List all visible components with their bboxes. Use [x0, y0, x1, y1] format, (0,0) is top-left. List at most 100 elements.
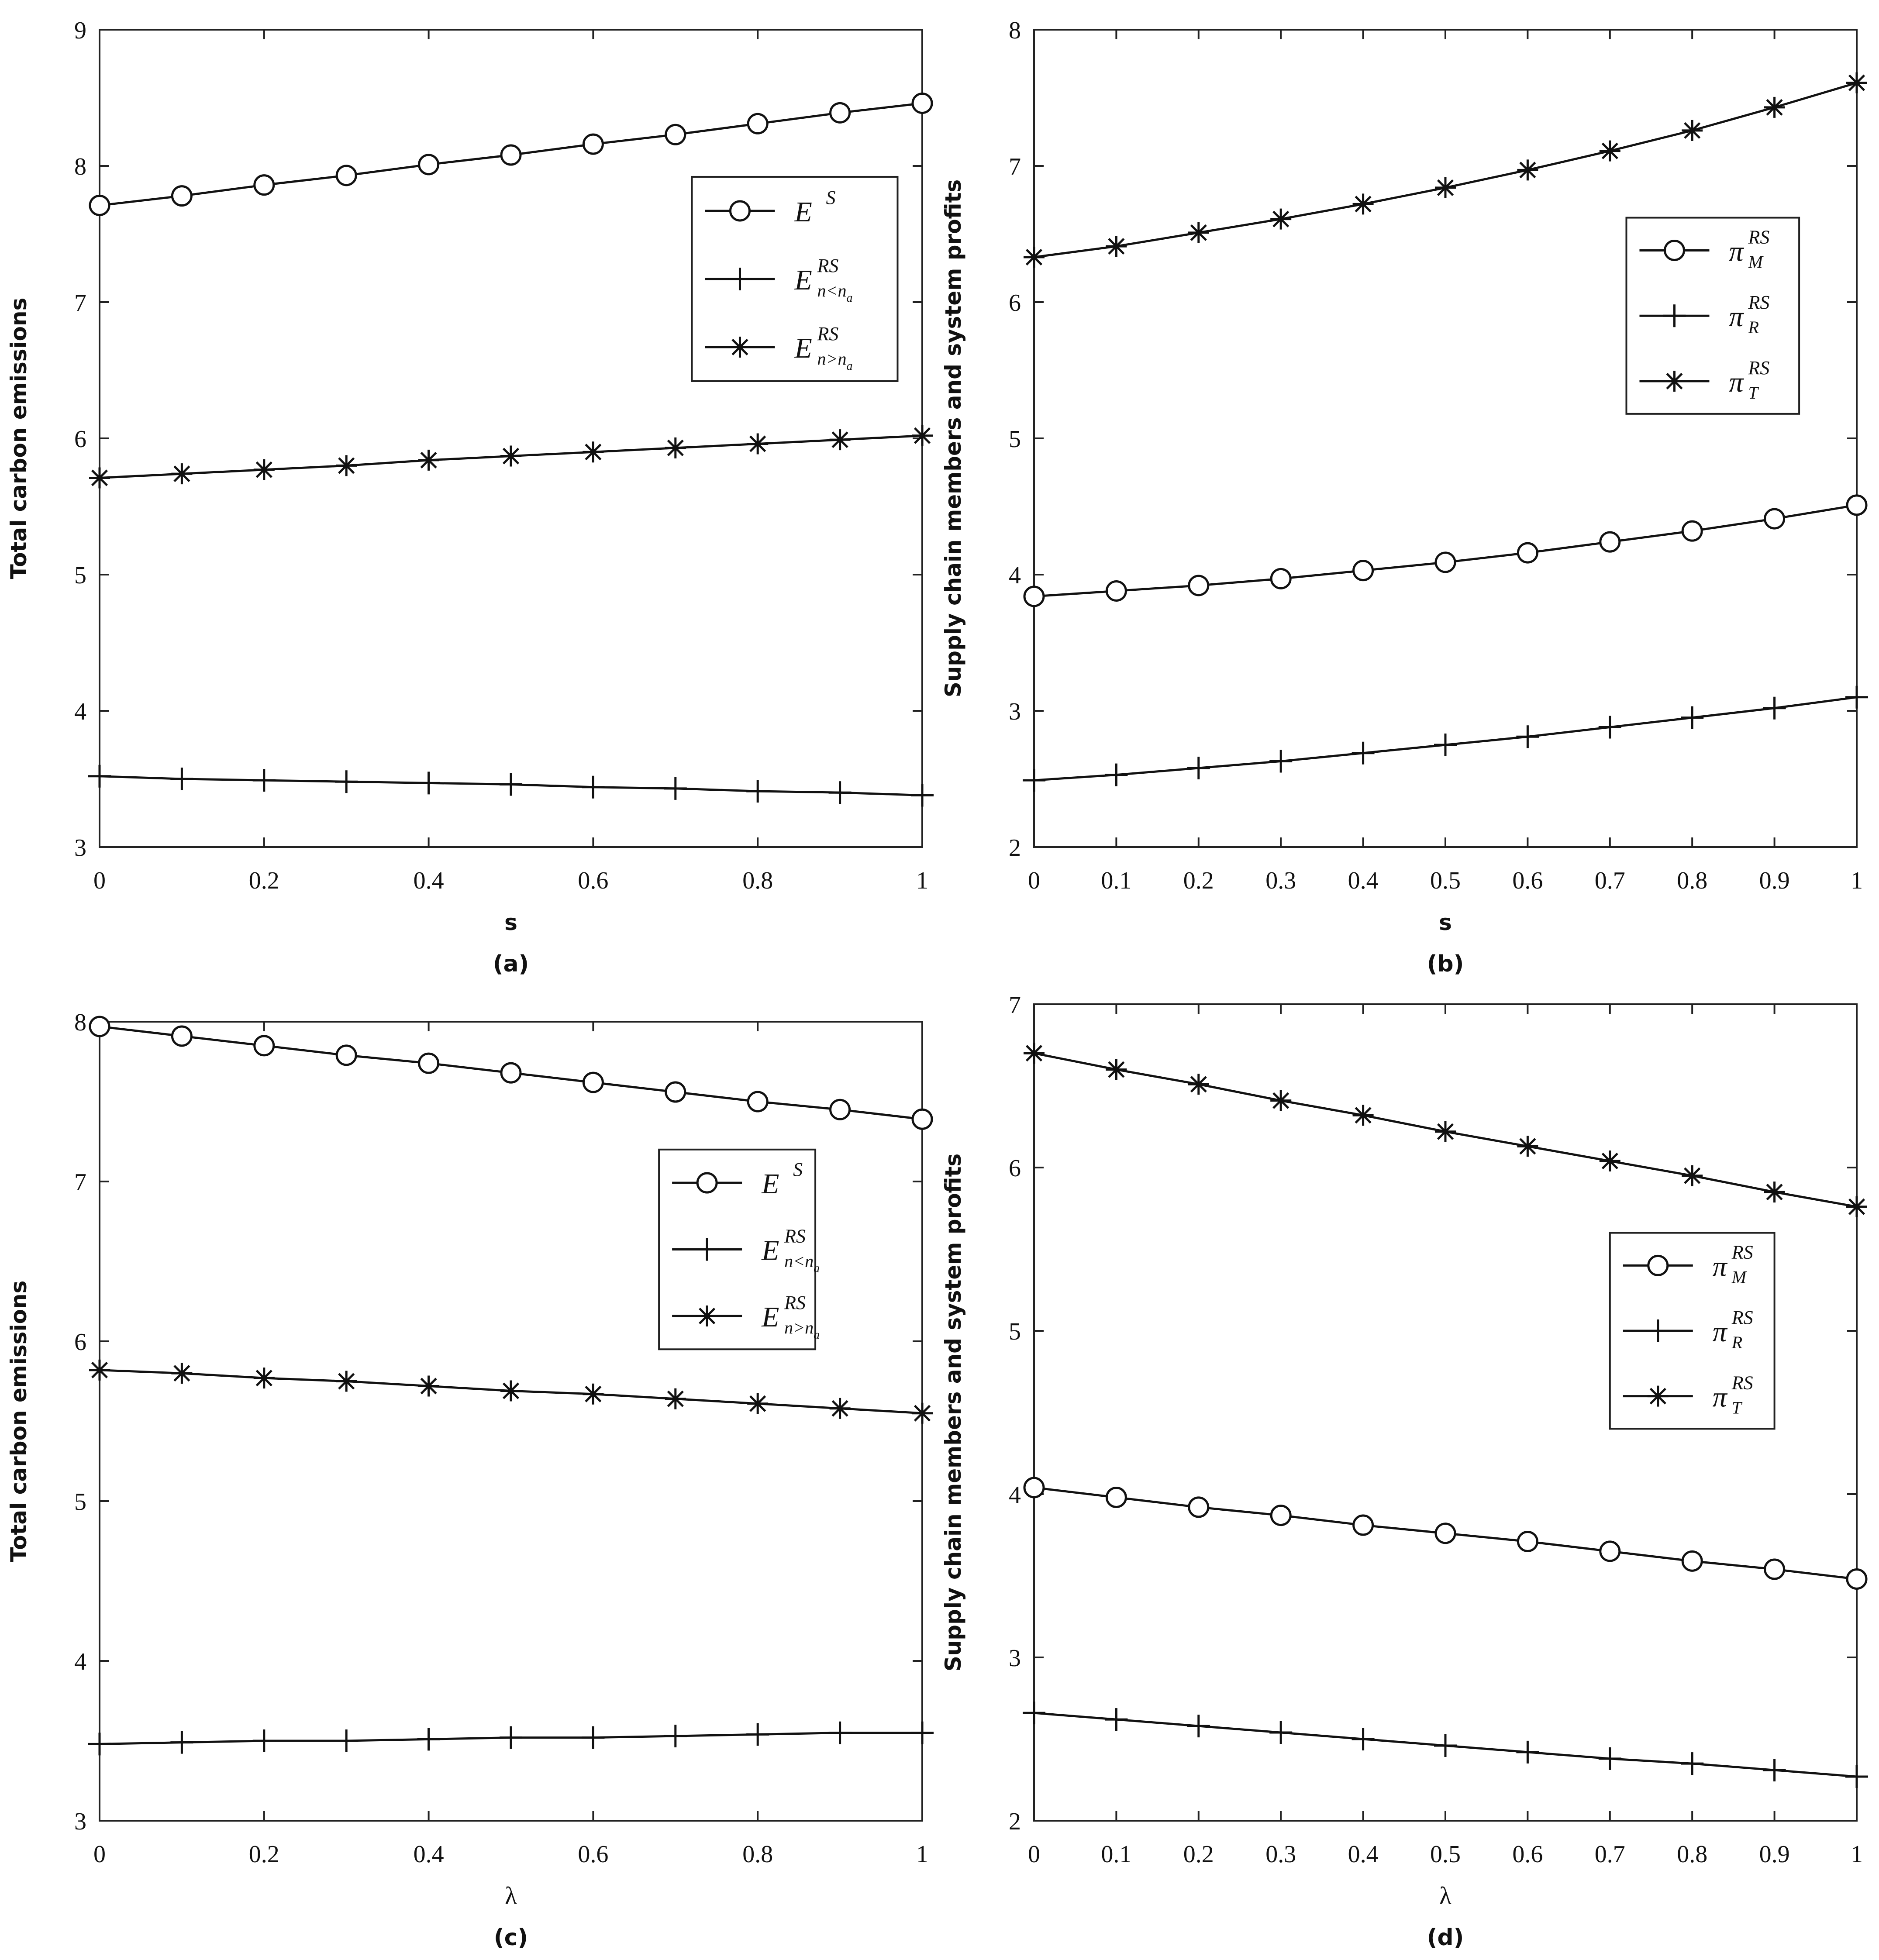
- panel-d-series-0-point-shape: [1846, 1568, 1868, 1590]
- panel-a-series-0-point-shape: [253, 174, 275, 196]
- panel-c-series-0-point-shape: [582, 1071, 604, 1093]
- panel-c-series-2-point: [747, 1393, 769, 1414]
- panel-c-series-1-point: [88, 1733, 111, 1756]
- panel-c-ytick-label: 4: [74, 1648, 86, 1675]
- panel-d-series-2-point-d2: [1601, 1152, 1618, 1170]
- panel-c-legend-swatch-marker: [696, 1238, 719, 1261]
- panel-d-series-0-point: [1517, 1530, 1538, 1552]
- panel-d-series-0-point-shape: [1434, 1523, 1456, 1544]
- panel-a-series-2-point: [829, 429, 851, 451]
- panel-b-series-2-point: [1435, 177, 1456, 198]
- panel-a-series-0-point: [335, 165, 357, 186]
- panel-a-series-2-point-d2: [831, 431, 848, 448]
- panel-d-legend-swatch-marker-shape: [1647, 1254, 1669, 1276]
- panel-d-legend-swatch-marker: [1646, 1319, 1669, 1342]
- panel-b-series-1-point: [1763, 696, 1786, 720]
- panel-c-legend-swatch-marker: [696, 1306, 718, 1327]
- panel-c-ytick-label: 6: [74, 1329, 86, 1356]
- panel-b-legend-swatch-marker: [1663, 239, 1685, 261]
- panel-a-series-0-point-shape: [171, 185, 193, 207]
- panel-d-legend: π RS M π RS R π RS T: [1609, 1232, 1776, 1430]
- panel-a-series-0-point-shape: [582, 133, 604, 155]
- panel-d-series-0-point: [1846, 1568, 1868, 1590]
- panel-c-series-0-point: [911, 1108, 933, 1130]
- panel-b-series-2-point-d2: [1766, 99, 1783, 116]
- panel-b-xtick-label: 0.4: [1348, 867, 1379, 894]
- panel-b-series-0-point: [1517, 542, 1538, 564]
- panel-d-caption: (d): [1427, 1925, 1464, 1951]
- panel-b-xtick-label: 1: [1851, 867, 1863, 894]
- panel-b-xtick-label: 0.9: [1759, 867, 1790, 894]
- panel-a-ytick-label: 6: [74, 426, 86, 453]
- panel-b: 2 3 4 5 6 7 8 0 0.1 0.2 0.3 0.4 0.5 0.6 0.7 0.8 0.9 1 s Sup…: [941, 17, 1868, 977]
- panel-b-series-2-point: [1846, 72, 1867, 93]
- panel-a-series-1-point: [335, 770, 358, 793]
- panel-b-series-2-point-d2: [1355, 196, 1372, 213]
- panel-c-series-2-point: [500, 1380, 521, 1402]
- panel-b-series-0-point-shape: [1270, 568, 1292, 589]
- panel-d-series-1-point: [1187, 1715, 1210, 1738]
- panel-b-legend: π RS M π RS R π RS T: [1625, 217, 1800, 415]
- panel-b-series-1-point: [1269, 750, 1293, 773]
- panel-a-legend-label-2: E RS n>na: [794, 323, 852, 373]
- panel-c-series-0-point: [89, 1016, 110, 1037]
- panel-d-series-2-point: [1599, 1151, 1620, 1172]
- panel-c-series-2-point-d2: [914, 1405, 931, 1422]
- panel-c-series-0-point-shape: [253, 1035, 275, 1057]
- panel-a-series-2-point-d2: [749, 435, 766, 452]
- panel-d-legend-label-2: π RS T: [1713, 1372, 1753, 1418]
- panel-b-series-0-point-shape: [1352, 560, 1374, 582]
- panel-d-xtick-label: 0.8: [1677, 1841, 1707, 1868]
- panel-a-series-1-point: [828, 781, 852, 804]
- panel-c-series-1-point: [911, 1721, 934, 1744]
- panel-d-series-1-point: [1434, 1734, 1457, 1757]
- panel-d-series-1-point: [1681, 1752, 1704, 1775]
- panel-b-series-1-point: [1352, 741, 1375, 765]
- panel-c-series-0-point: [582, 1071, 604, 1093]
- panel-a-xtick-label: 0.8: [742, 867, 773, 894]
- panel-d-legend-swatch-marker-d2: [1649, 1388, 1666, 1405]
- panel-d-series-0-point-shape: [1352, 1514, 1374, 1536]
- panel-d-series-0-point-shape: [1023, 1477, 1045, 1498]
- panel-b-series-2-point-d2: [1601, 142, 1618, 159]
- panel-b-series-0-point: [1188, 575, 1210, 596]
- panel-b-legend-label-2: π RS T: [1729, 357, 1769, 403]
- panel-a-legend-swatch-marker: [729, 336, 751, 358]
- panel-b-ytick-label: 8: [1009, 17, 1021, 44]
- panel-c-caption: (c): [494, 1925, 528, 1951]
- panel-a-ytick-label: 8: [74, 153, 86, 180]
- panel-b-series-1-point: [1845, 685, 1868, 709]
- panel-c-series-0-point-shape: [335, 1044, 357, 1066]
- panel-b-xtick-label: 0.7: [1595, 867, 1625, 894]
- panel-a-ytick-label: 9: [74, 17, 86, 44]
- panel-a-caption: (a): [493, 951, 529, 977]
- panel-d-series-2-point-d2: [1848, 1198, 1865, 1215]
- panel-b-legend-swatch-marker: [1664, 370, 1685, 392]
- panel-d-series-1-point: [1352, 1728, 1375, 1750]
- panel-a-legend-swatch-marker-shape: [729, 200, 751, 222]
- panel-c-series-0-point-shape: [911, 1108, 933, 1130]
- panel-a-legend-swatch-marker-d2: [731, 338, 748, 356]
- panel-d-series-0-point: [1023, 1477, 1045, 1498]
- panel-a-legend: E S E RS n<na E RS n>na: [691, 176, 899, 382]
- panel-d-xtick-label: 0.3: [1265, 1841, 1296, 1868]
- panel-b-series-0-point-shape: [1105, 580, 1127, 602]
- panel-c-ytick-label: 7: [74, 1169, 86, 1196]
- panel-a-series-1-point: [746, 780, 769, 803]
- panel-b-series-0-point: [1681, 520, 1703, 542]
- panel-d-x-axis-label: λ: [1439, 1882, 1451, 1909]
- panel-c-series-2-point: [912, 1402, 933, 1424]
- panel-c-xtick-label: 0.8: [742, 1841, 773, 1868]
- panel-c-legend-label-1: E RS n<na: [761, 1226, 820, 1275]
- panel-d-series-2-point-d2: [1355, 1107, 1372, 1124]
- panel-d-series-0-point: [1188, 1496, 1210, 1518]
- panel-a-ytick-label: 4: [74, 698, 86, 725]
- panel-c-xtick-label: 0.4: [414, 1841, 444, 1868]
- panel-a-series-0-point-shape: [829, 102, 851, 124]
- panel-c-series-2-point: [336, 1371, 357, 1392]
- panel-b-series-2-point-d2: [1108, 238, 1125, 255]
- panel-d-series-2-point-d2: [1766, 1184, 1783, 1201]
- panel-d-series-0-point-shape: [1517, 1530, 1538, 1552]
- panel-d-series-2-point-d2: [1272, 1092, 1289, 1109]
- panel-a-series-2-point: [336, 455, 357, 476]
